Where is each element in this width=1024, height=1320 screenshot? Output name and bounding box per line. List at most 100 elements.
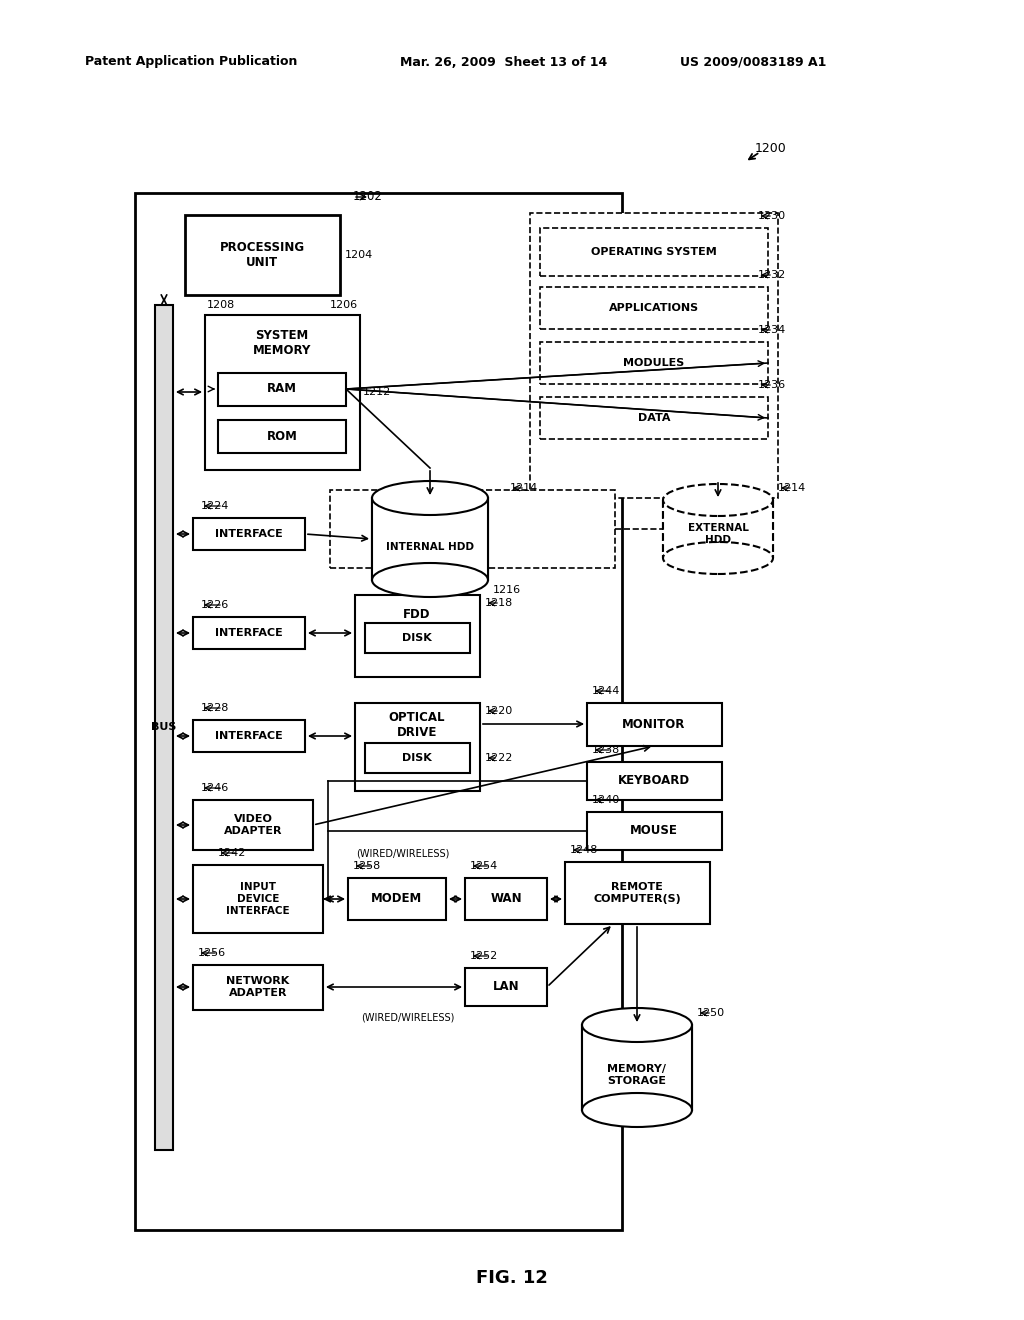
Text: 1212: 1212: [362, 387, 391, 397]
Text: 1232: 1232: [758, 271, 786, 280]
Text: 1228: 1228: [201, 704, 229, 713]
Text: 1240: 1240: [592, 795, 621, 805]
Bar: [587, 812, 722, 850]
Text: 1208: 1208: [207, 300, 236, 310]
Bar: [587, 762, 722, 800]
Bar: [565, 862, 710, 924]
Text: PROCESSING
UNIT: PROCESSING UNIT: [219, 242, 304, 269]
Text: 1214: 1214: [778, 483, 806, 492]
Text: APPLICATIONS: APPLICATIONS: [609, 304, 699, 313]
Text: FIG. 12: FIG. 12: [476, 1269, 548, 1287]
Bar: [587, 704, 722, 746]
Bar: [365, 743, 470, 774]
Text: DISK: DISK: [402, 752, 432, 763]
Text: 1250: 1250: [697, 1008, 725, 1018]
Bar: [193, 719, 305, 752]
Text: 1252: 1252: [470, 950, 499, 961]
Bar: [365, 623, 470, 653]
Text: BUS: BUS: [152, 722, 177, 733]
Text: Mar. 26, 2009  Sheet 13 of 14: Mar. 26, 2009 Sheet 13 of 14: [400, 55, 607, 69]
Bar: [193, 865, 323, 933]
Bar: [348, 878, 446, 920]
Ellipse shape: [372, 480, 488, 515]
Text: INTERFACE: INTERFACE: [215, 731, 283, 741]
Text: 1242: 1242: [218, 847, 247, 858]
Text: SYSTEM
MEMORY: SYSTEM MEMORY: [253, 329, 311, 356]
Text: MODEM: MODEM: [372, 892, 423, 906]
Text: 1200: 1200: [755, 141, 786, 154]
Text: INTERFACE: INTERFACE: [215, 628, 283, 638]
Text: VIDEO
ADAPTER: VIDEO ADAPTER: [224, 814, 283, 836]
Text: 1214: 1214: [510, 483, 539, 492]
Text: 1224: 1224: [201, 502, 229, 511]
Text: REMOTE
COMPUTER(S): REMOTE COMPUTER(S): [593, 882, 681, 904]
Text: (WIRED/WIRELESS): (WIRED/WIRELESS): [361, 1012, 455, 1023]
Text: OPERATING SYSTEM: OPERATING SYSTEM: [591, 247, 717, 257]
Ellipse shape: [582, 1093, 692, 1127]
Text: 1230: 1230: [758, 211, 786, 220]
Text: 1202: 1202: [353, 190, 383, 203]
Ellipse shape: [663, 484, 773, 516]
Text: 1204: 1204: [345, 249, 374, 260]
Text: EXTERNAL
HDD: EXTERNAL HDD: [687, 523, 749, 545]
Text: 1246: 1246: [201, 783, 229, 793]
Bar: [465, 968, 547, 1006]
Bar: [330, 490, 615, 568]
Text: DATA: DATA: [638, 413, 671, 422]
Text: 1238: 1238: [592, 744, 621, 755]
Text: ROM: ROM: [266, 429, 297, 442]
Bar: [135, 193, 622, 1230]
Text: NETWORK
ADAPTER: NETWORK ADAPTER: [226, 977, 290, 998]
Text: 1218: 1218: [485, 598, 513, 609]
Bar: [530, 213, 778, 498]
Text: MEMORY/
STORAGE: MEMORY/ STORAGE: [607, 1064, 667, 1086]
Bar: [663, 500, 773, 558]
Text: 1220: 1220: [485, 706, 513, 715]
Bar: [540, 397, 768, 440]
Bar: [205, 315, 360, 470]
Bar: [193, 965, 323, 1010]
Text: WAN: WAN: [490, 892, 522, 906]
Bar: [193, 800, 313, 850]
Bar: [193, 517, 305, 550]
Text: OPTICAL
DRIVE: OPTICAL DRIVE: [389, 711, 445, 739]
Text: 1216: 1216: [493, 585, 521, 595]
Text: (WIRED/WIRELESS): (WIRED/WIRELESS): [356, 847, 450, 858]
Text: 1258: 1258: [353, 861, 381, 871]
Text: FDD: FDD: [403, 609, 431, 622]
Ellipse shape: [663, 543, 773, 574]
Text: 1256: 1256: [198, 948, 226, 958]
Bar: [218, 374, 346, 407]
Text: INPUT
DEVICE
INTERFACE: INPUT DEVICE INTERFACE: [226, 882, 290, 916]
Bar: [355, 704, 480, 791]
Text: KEYBOARD: KEYBOARD: [617, 775, 690, 788]
Text: RAM: RAM: [267, 383, 297, 396]
Text: LAN: LAN: [493, 981, 519, 994]
Text: 1234: 1234: [758, 325, 786, 335]
Text: MOUSE: MOUSE: [630, 825, 678, 837]
Text: 1206: 1206: [330, 300, 358, 310]
Bar: [540, 228, 768, 276]
Text: 1226: 1226: [201, 601, 229, 610]
Text: MONITOR: MONITOR: [623, 718, 686, 730]
Bar: [540, 342, 768, 384]
Bar: [465, 878, 547, 920]
Text: INTERNAL HDD: INTERNAL HDD: [386, 543, 474, 552]
Text: 1222: 1222: [485, 752, 513, 763]
Bar: [355, 595, 480, 677]
Text: 1236: 1236: [758, 380, 786, 389]
Text: 1248: 1248: [570, 845, 598, 855]
Text: Patent Application Publication: Patent Application Publication: [85, 55, 297, 69]
Bar: [372, 498, 488, 579]
Text: DISK: DISK: [402, 634, 432, 643]
Bar: [155, 305, 173, 1150]
Text: INTERFACE: INTERFACE: [215, 529, 283, 539]
Bar: [582, 1026, 692, 1110]
Text: MODULES: MODULES: [624, 358, 685, 368]
Bar: [193, 616, 305, 649]
Text: 1254: 1254: [470, 861, 499, 871]
Ellipse shape: [372, 564, 488, 597]
Bar: [218, 420, 346, 453]
Text: 1244: 1244: [592, 686, 621, 696]
Ellipse shape: [582, 1008, 692, 1041]
